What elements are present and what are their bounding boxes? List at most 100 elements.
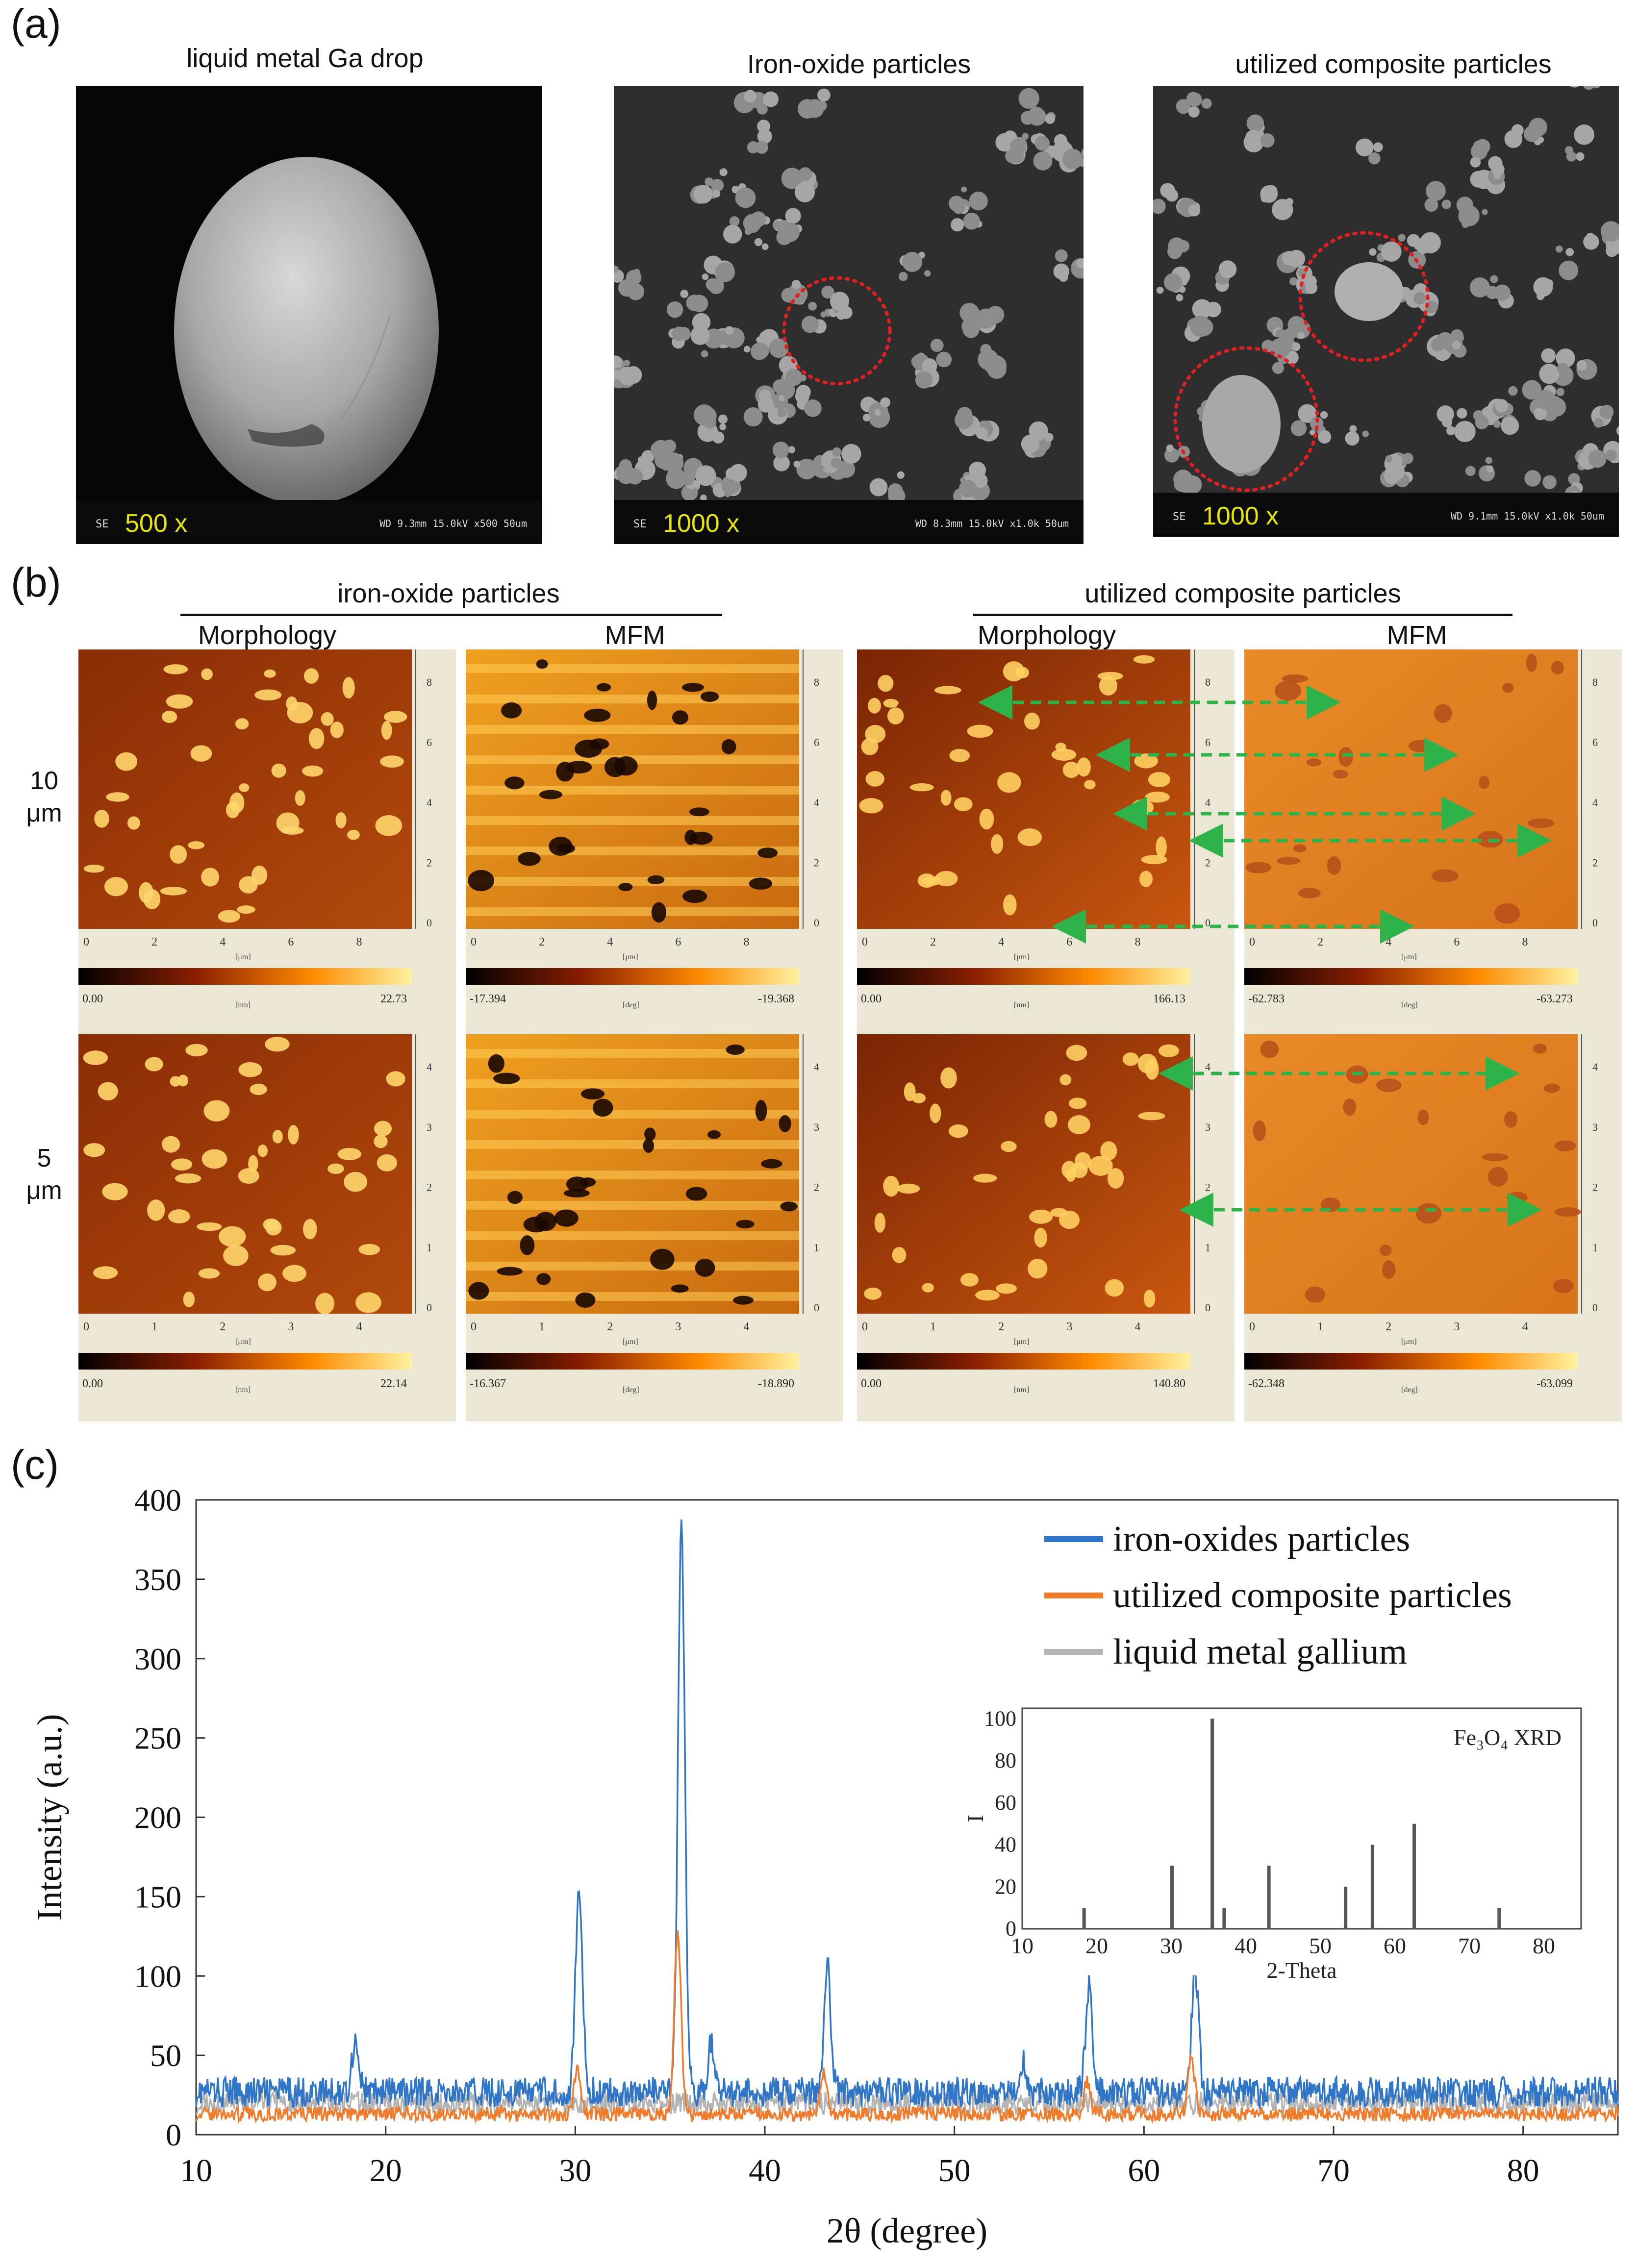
afm-x-tick: 4 — [744, 1321, 750, 1333]
afm-particle — [1133, 655, 1155, 664]
afm-particle — [575, 1292, 596, 1308]
afm-y-tick: 1 — [814, 1241, 819, 1253]
afm-y-tick: 4 — [814, 1061, 819, 1073]
y-axis-label: Intensity (a.u.) — [30, 1714, 69, 1921]
afm-colorbar — [466, 968, 799, 985]
afm-y-tick: 4 — [1205, 797, 1210, 809]
afm-x-tick: 3 — [288, 1321, 294, 1333]
inset-frame — [1021, 1707, 1582, 1930]
afm-particle — [374, 1121, 392, 1136]
sem-info: WD 9.3mm 15.0kV x500 50um — [379, 518, 527, 529]
afm-particle — [468, 870, 495, 892]
afm-image — [1244, 1034, 1578, 1314]
afm-axis-unit: [μm] — [1014, 953, 1030, 961]
afm-x-tick: 2 — [1386, 1321, 1391, 1333]
afm-particle — [355, 1292, 381, 1313]
afm-particle — [1066, 1045, 1087, 1061]
afm-particle — [878, 674, 894, 692]
afm-x-tick: 4 — [607, 936, 613, 948]
afm-colorbar — [857, 968, 1190, 985]
afm-particle — [286, 696, 298, 711]
afm-particle — [1077, 757, 1091, 777]
afm-particle — [883, 698, 899, 708]
inset-y-tick: 60 — [995, 1791, 1016, 1815]
afm-particle — [295, 790, 305, 806]
afm-particle — [271, 763, 286, 778]
afm-particle — [168, 1209, 190, 1223]
x-tick-label: 70 — [1317, 2153, 1350, 2189]
afm-x-tick: 2 — [930, 936, 936, 948]
afm-y-tick: 8 — [427, 676, 432, 688]
afm-particle — [265, 1220, 282, 1236]
afm-particle — [162, 1136, 180, 1153]
inset-y-tick: 100 — [984, 1706, 1016, 1730]
afm-x-tick: 4 — [998, 936, 1004, 948]
group-underline — [973, 614, 1512, 616]
afm-x-tick: 0 — [83, 936, 89, 948]
afm-x-tick: 2 — [1317, 936, 1323, 948]
afm-particle — [171, 1158, 193, 1171]
afm-particle — [707, 1130, 721, 1139]
afm-particle — [1131, 799, 1154, 816]
afm-y-tick: 2 — [427, 1181, 432, 1194]
afm-axis-unit: [μm] — [1401, 1338, 1417, 1346]
afm-particle — [1105, 1279, 1124, 1297]
afm-particle — [671, 1284, 689, 1293]
afm-particle — [83, 1050, 108, 1065]
afm-particle — [684, 829, 697, 845]
afm-mfm-panel: 0 0 1 1 2 2 3 3 4 4 [μm] -16.367 -18.890 [deg] — [466, 1034, 843, 1421]
col-label-mfm: MFM — [605, 621, 665, 650]
afm-y-tick: 4 — [1592, 797, 1598, 809]
colorbar-min: 0.00 — [861, 1377, 882, 1390]
afm-x-tick: 1 — [1317, 1321, 1323, 1333]
colorbar-max: 140.80 — [1153, 1377, 1185, 1390]
afm-particle — [160, 887, 187, 896]
sem-magnification: 500 x — [125, 509, 188, 538]
colorbar-unit: [deg] — [623, 1001, 639, 1009]
afm-particle — [248, 1155, 258, 1172]
afm-colorbar — [78, 1353, 412, 1370]
afm-axis-unit: [μm] — [623, 953, 638, 961]
afm-particle — [1327, 856, 1341, 875]
afm-particle — [726, 1044, 745, 1055]
afm-particle — [563, 1189, 590, 1197]
afm-particle — [1059, 1074, 1072, 1086]
afm-particle — [381, 721, 392, 740]
colorbar-min: -62.783 — [1248, 993, 1285, 1005]
afm-x-tick: 4 — [1386, 936, 1391, 948]
afm-particle — [650, 1248, 675, 1270]
x-tick-label: 60 — [1128, 2153, 1160, 2189]
afm-particle — [170, 845, 187, 864]
afm-particle — [1253, 1120, 1266, 1142]
afm-particle — [1143, 1290, 1156, 1308]
row-label-10um: 10 μm — [15, 765, 74, 829]
afm-particle — [488, 1054, 504, 1073]
afm-image — [857, 1034, 1190, 1314]
afm-particle — [223, 1245, 249, 1267]
afm-particle — [235, 718, 249, 730]
afm-particle — [198, 1268, 220, 1279]
afm-particle — [736, 1220, 755, 1229]
afm-axis-unit: [μm] — [1014, 1338, 1030, 1346]
group-underline — [180, 614, 722, 616]
sem-info: WD 8.3mm 15.0kV x1.0k 50um — [915, 518, 1069, 529]
highlight-circle — [1173, 346, 1319, 492]
inset-x-tick: 80 — [1533, 1933, 1555, 1958]
afm-mfm-panel: 0 0 1 1 2 2 3 3 4 4 [μm] -62.348 -63.099 [deg] — [1244, 1034, 1622, 1421]
afm-particle — [1408, 740, 1436, 752]
afm-particle — [949, 748, 970, 762]
afm-particle — [1434, 704, 1452, 723]
afm-particle — [1417, 1109, 1429, 1125]
sem-se-label: SE — [1173, 511, 1186, 523]
y-tick-label: 200 — [134, 1800, 181, 1835]
afm-particle — [643, 1139, 654, 1153]
col-label-mfm: MFM — [1386, 621, 1447, 650]
afm-particle — [1034, 1227, 1047, 1248]
afm-particle — [104, 877, 128, 897]
afm-particle — [695, 1259, 715, 1277]
afm-y-tick: 0 — [814, 917, 819, 929]
afm-x-tick: 6 — [1066, 936, 1072, 948]
colorbar-min: 0.00 — [861, 993, 882, 1005]
afm-particle — [1528, 818, 1555, 828]
afm-particle — [518, 851, 541, 866]
